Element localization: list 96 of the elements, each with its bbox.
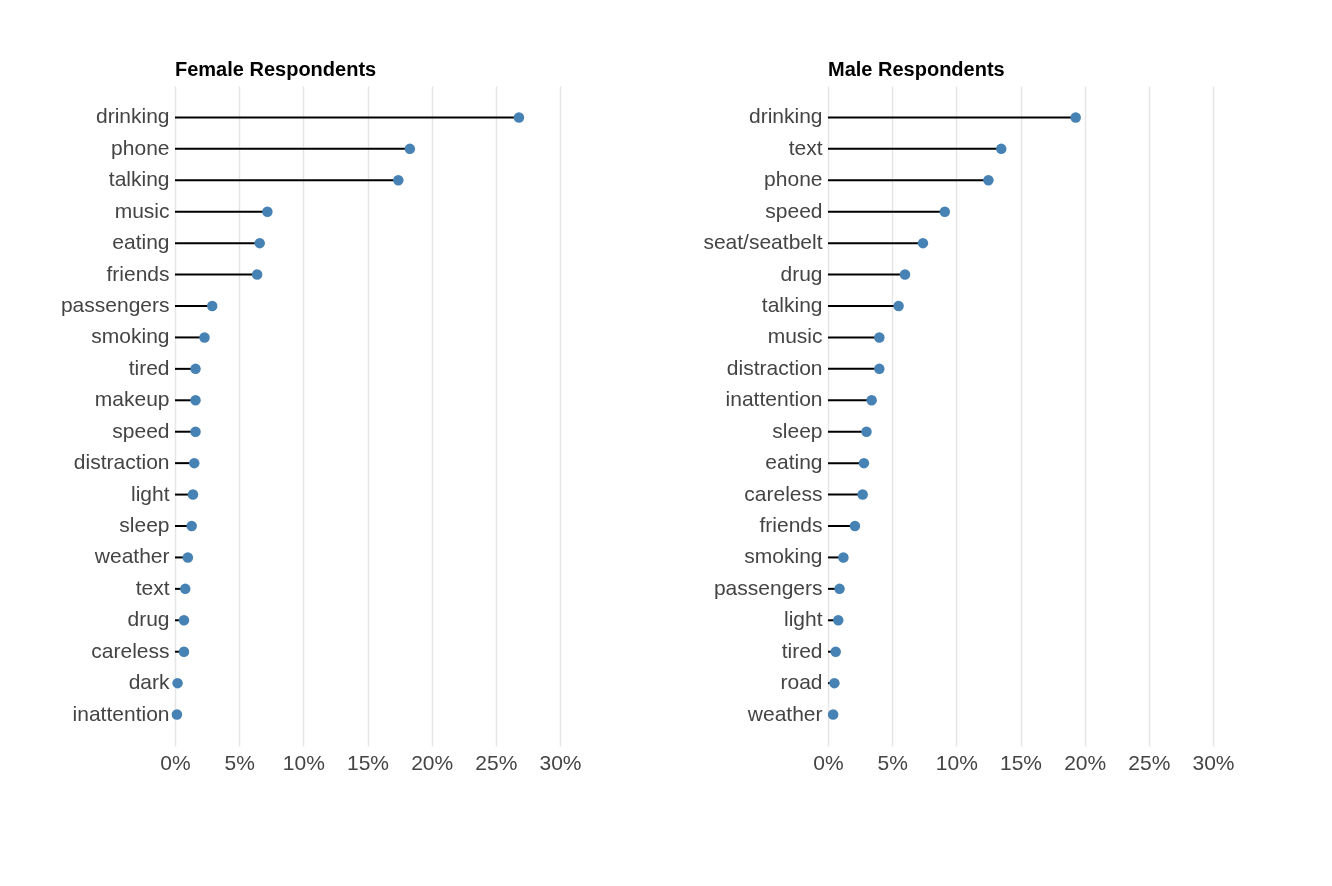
y-tick-label: seat/seatbelt	[703, 230, 823, 254]
y-tick-label: passengers	[60, 293, 170, 316]
point	[834, 583, 845, 595]
x-tick-label: 5%	[224, 750, 255, 774]
point	[187, 489, 199, 500]
y-tick-label: text	[788, 135, 823, 159]
y-tick-label: makeup	[94, 387, 170, 411]
y-tick-label: talking	[761, 293, 823, 316]
point	[180, 583, 191, 595]
y-tick-label: drug	[780, 261, 823, 285]
point	[393, 175, 404, 186]
point	[833, 615, 844, 626]
point	[189, 457, 200, 469]
point	[190, 363, 201, 375]
y-tick-label: eating	[112, 230, 170, 254]
y-tick-label: weather	[93, 544, 170, 568]
x-tick-label: 30%	[539, 750, 582, 774]
point	[190, 395, 201, 406]
point	[996, 143, 1007, 155]
point	[829, 677, 840, 689]
point	[827, 709, 839, 720]
y-tick-label: sleep	[119, 513, 170, 536]
point	[830, 646, 841, 657]
point	[404, 143, 416, 155]
point	[893, 300, 904, 312]
y-tick-label: drug	[127, 607, 170, 631]
y-tick-label: music	[767, 324, 823, 348]
x-tick-label: 20%	[1064, 750, 1107, 774]
y-tick-label: speed	[765, 198, 823, 222]
point	[186, 520, 197, 532]
y-tick-label: inattention	[725, 387, 823, 411]
y-tick-label: music	[114, 198, 170, 222]
y-tick-label: dark	[128, 670, 170, 694]
point	[899, 269, 911, 280]
point	[178, 646, 190, 657]
point	[206, 300, 218, 312]
y-tick-label: weather	[746, 701, 823, 725]
point	[251, 269, 263, 280]
y-tick-label: phone	[111, 135, 170, 159]
x-tick-label: 15%	[346, 750, 390, 774]
point	[866, 395, 877, 406]
point	[849, 520, 861, 532]
y-tick-label: passengers	[713, 575, 823, 599]
y-tick-label: friends	[106, 261, 170, 285]
x-tick-label: 25%	[1128, 750, 1171, 774]
point	[262, 206, 273, 217]
y-tick-label: friends	[759, 513, 823, 536]
point	[874, 332, 885, 343]
chart-title: Male Respondents	[828, 58, 1005, 80]
x-tick-label: 15%	[999, 750, 1043, 774]
x-tick-label: 30%	[1192, 750, 1235, 774]
point	[917, 237, 929, 249]
x-tick-label: 0%	[160, 750, 191, 774]
y-tick-label: distraction	[726, 355, 823, 379]
point	[513, 112, 525, 123]
point	[178, 615, 190, 626]
y-tick-label: speed	[112, 418, 170, 442]
x-tick-label: 20%	[411, 750, 454, 774]
point	[199, 332, 210, 343]
y-tick-label: distraction	[73, 450, 170, 474]
y-tick-label: smoking	[91, 324, 170, 348]
x-tick-label: 5%	[877, 750, 908, 774]
y-tick-label: inattention	[72, 701, 170, 725]
y-tick-label: light	[130, 481, 170, 505]
point	[190, 426, 201, 437]
y-tick-label: phone	[764, 167, 823, 191]
y-tick-label: sleep	[772, 418, 823, 442]
y-tick-label: tired	[781, 638, 823, 662]
point	[939, 206, 951, 217]
chart-title: Female Respondents	[175, 58, 377, 80]
point	[172, 677, 183, 689]
y-tick-label: drinking	[748, 104, 823, 128]
y-tick-label: careless	[91, 638, 170, 662]
point	[983, 175, 994, 186]
x-tick-label: 10%	[935, 750, 978, 774]
y-tick-label: text	[135, 575, 170, 599]
point	[857, 489, 868, 500]
y-tick-label: careless	[744, 481, 823, 505]
point	[874, 363, 885, 375]
x-tick-label: 25%	[475, 750, 518, 774]
y-tick-label: road	[780, 670, 823, 694]
x-tick-label: 0%	[813, 750, 844, 774]
point	[858, 457, 870, 469]
y-tick-label: tired	[128, 355, 170, 379]
y-tick-label: drinking	[95, 104, 170, 128]
point	[171, 709, 183, 720]
y-tick-label: talking	[108, 167, 170, 191]
x-tick-label: 10%	[282, 750, 325, 774]
point	[861, 426, 872, 437]
y-tick-label: light	[783, 607, 823, 631]
point	[254, 237, 265, 249]
y-tick-label: smoking	[744, 544, 823, 568]
point	[182, 552, 194, 563]
y-tick-label: eating	[765, 450, 823, 474]
point	[838, 552, 849, 563]
point	[1070, 112, 1081, 123]
